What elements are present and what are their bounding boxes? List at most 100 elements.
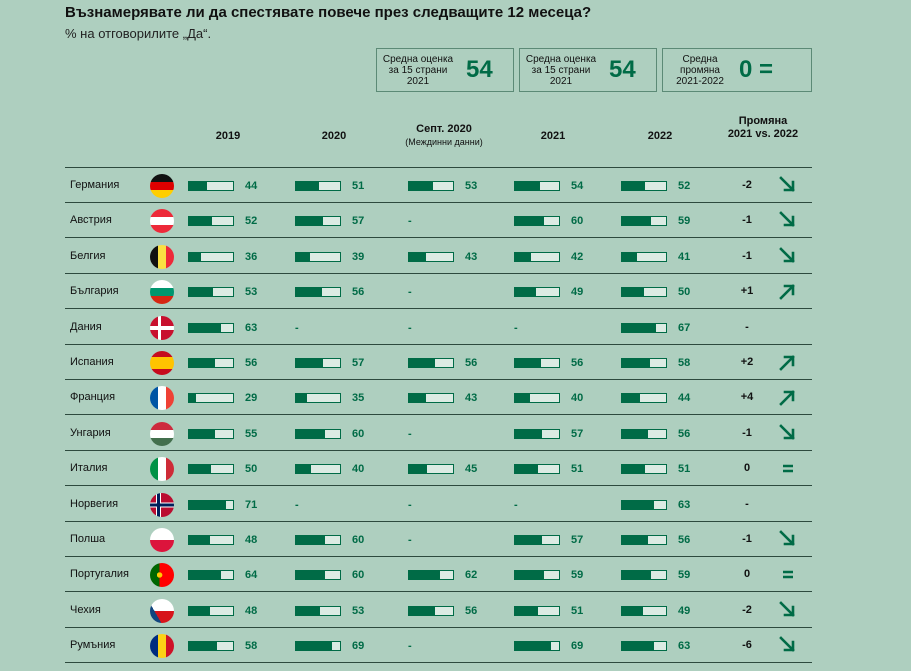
value-label: 44: [245, 180, 258, 192]
change-value: -1: [742, 533, 752, 545]
flag-pl-icon: [150, 528, 174, 552]
column-header-sept-2020-note: (Междинни данни): [405, 137, 483, 147]
value-label: 56: [465, 604, 478, 617]
value-bar: [295, 358, 341, 368]
value-bar-fill: [515, 182, 540, 190]
value-bar-fill: [515, 252, 532, 261]
value-bar-fill: [409, 394, 426, 403]
trend-up-icon: [779, 282, 797, 301]
row-divider: [65, 485, 812, 487]
value-bar: [408, 393, 454, 404]
value-label: 71: [245, 498, 258, 511]
value-bar-fill: [622, 217, 651, 226]
value-bar-fill: [189, 571, 222, 580]
value-bar-fill: [622, 465, 645, 474]
value-label: 56: [245, 357, 258, 369]
value-label: 53: [245, 286, 258, 299]
change-value: -2: [742, 603, 752, 616]
row-divider: [65, 626, 812, 628]
value-bar-fill: [189, 500, 227, 509]
value-bar: [188, 251, 234, 262]
change-value: -1: [742, 426, 752, 439]
country-label: Полша: [70, 533, 106, 545]
table-row: България 53 56 - 49 50 +1: [65, 274, 812, 310]
table-row: Франция 29 35 43 40 44 +4: [65, 380, 812, 416]
value-bar-fill: [622, 182, 646, 190]
value-bar: [514, 216, 560, 227]
value-bar: [188, 535, 234, 545]
value-bar-fill: [515, 642, 551, 651]
change-value: -6: [742, 639, 752, 652]
value-label: 50: [245, 463, 258, 476]
value-bar-fill: [515, 465, 538, 474]
value-bar: [514, 535, 560, 545]
value-bar-fill: [515, 217, 545, 226]
value-bar: [514, 181, 560, 191]
change-value: +2: [740, 356, 754, 368]
value-bar-fill: [296, 606, 321, 615]
value-label: 48: [245, 604, 258, 617]
value-label: 49: [678, 604, 691, 617]
value-bar: [408, 358, 454, 368]
value-bar: [188, 428, 234, 439]
value-bar: [295, 287, 341, 298]
country-label: Белгия: [70, 249, 106, 262]
change-value: 0: [743, 568, 751, 581]
value-bar-fill: [622, 500, 654, 509]
value-label: 60: [352, 569, 365, 582]
table-row: Дания 63 - - - 67 -: [65, 310, 812, 345]
value-label: 64: [245, 569, 258, 582]
value-bar-fill: [189, 606, 210, 615]
column-header-2022: 2022: [647, 130, 673, 142]
value-bar-fill: [296, 465, 311, 474]
trend-equal-icon: [779, 459, 797, 477]
change-value: +1: [740, 285, 754, 298]
row-divider: [65, 237, 812, 239]
value-bar-fill: [296, 429, 326, 438]
table-row: Испания 56 57 56 56 58 +2: [65, 345, 812, 380]
summary-value: 54: [466, 56, 493, 83]
country-label: Германия: [70, 179, 120, 191]
value-bar: [621, 464, 667, 475]
table-row: Италия 50 40 45 51 51 0: [65, 451, 812, 487]
summary-value: 54: [609, 56, 636, 83]
country-label: Норвегия: [70, 497, 119, 510]
value-label: 58: [245, 640, 258, 653]
value-bar-fill: [189, 465, 211, 474]
value-bar-fill: [622, 429, 649, 438]
value-bar: [408, 181, 454, 191]
value-bar-fill: [296, 536, 326, 544]
no-data-dash: -: [514, 321, 518, 334]
table-row: Румъния 58 69 - 69 63 -6: [65, 628, 812, 664]
value-label: 56: [678, 427, 691, 440]
row-divider: [65, 662, 812, 664]
summary-label: Средна оценка за 15 страни 2021: [382, 53, 454, 87]
change-value: 0: [743, 462, 751, 475]
value-label: 55: [245, 427, 258, 440]
value-label: 56: [352, 286, 365, 299]
value-bar: [514, 641, 560, 652]
column-header-2020: 2020: [321, 130, 347, 142]
value-bar-fill: [409, 182, 434, 190]
column-header-change: Промяна 2021 vs. 2022: [727, 115, 799, 140]
value-bar: [621, 535, 667, 545]
value-bar-fill: [189, 429, 215, 438]
flag-dk-icon: [150, 315, 174, 340]
value-label: 59: [571, 569, 584, 582]
value-bar-fill: [409, 359, 436, 367]
trend-down-icon: [779, 246, 797, 265]
no-data-dash: -: [408, 498, 412, 511]
value-label: 60: [571, 215, 584, 228]
change-value: +4: [740, 391, 754, 404]
no-data-dash: -: [408, 534, 412, 546]
value-label: 35: [352, 392, 365, 405]
table-row: Полша 48 60 - 57 56 -1: [65, 522, 812, 557]
no-data-dash: -: [408, 215, 412, 228]
value-bar-fill: [622, 252, 638, 261]
value-bar-fill: [622, 642, 654, 651]
value-bar-fill: [409, 465, 428, 474]
value-bar: [621, 428, 667, 439]
value-bar-fill: [409, 252, 426, 261]
value-label: 44: [678, 392, 691, 405]
value-label: 45: [465, 463, 478, 476]
